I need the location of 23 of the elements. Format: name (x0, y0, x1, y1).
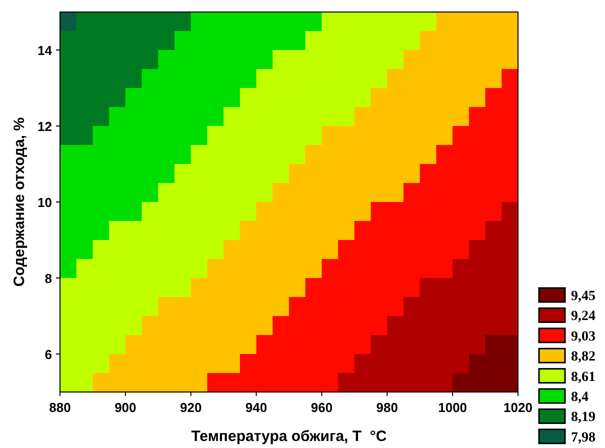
color-bar-label: 9,45 (571, 289, 596, 304)
x-tick-label: 920 (180, 400, 202, 415)
x-tick-label: 980 (376, 400, 398, 415)
x-tick-label: 880 (49, 400, 71, 415)
x-tick-label: 1020 (504, 400, 532, 415)
y-axis-title: Содержание отхода, % (11, 117, 28, 287)
x-tick-label: 900 (114, 400, 136, 415)
color-bar-label: 8,19 (571, 410, 596, 426)
x-axis-title: Температура обжига, T °C (191, 428, 387, 445)
x-tick-label: 960 (310, 400, 333, 415)
y-tick-label: 12 (38, 119, 52, 134)
color-bar-label: 8,61 (571, 370, 596, 385)
color-bar-label: 8,82 (571, 350, 596, 365)
x-tick-label: 1000 (438, 400, 468, 415)
color-bar-label: 9,03 (571, 329, 596, 344)
y-tick-label: 14 (38, 43, 53, 58)
y-tick-label: 8 (44, 271, 52, 286)
y-tick-label: 10 (38, 195, 52, 210)
color-bar-label: 9,24 (571, 309, 596, 324)
color-bar-label: 7,98 (571, 430, 596, 446)
y-tick-label: 6 (44, 347, 52, 362)
x-tick-label: 940 (245, 400, 268, 415)
color-bar-label: 8,4 (571, 390, 588, 405)
